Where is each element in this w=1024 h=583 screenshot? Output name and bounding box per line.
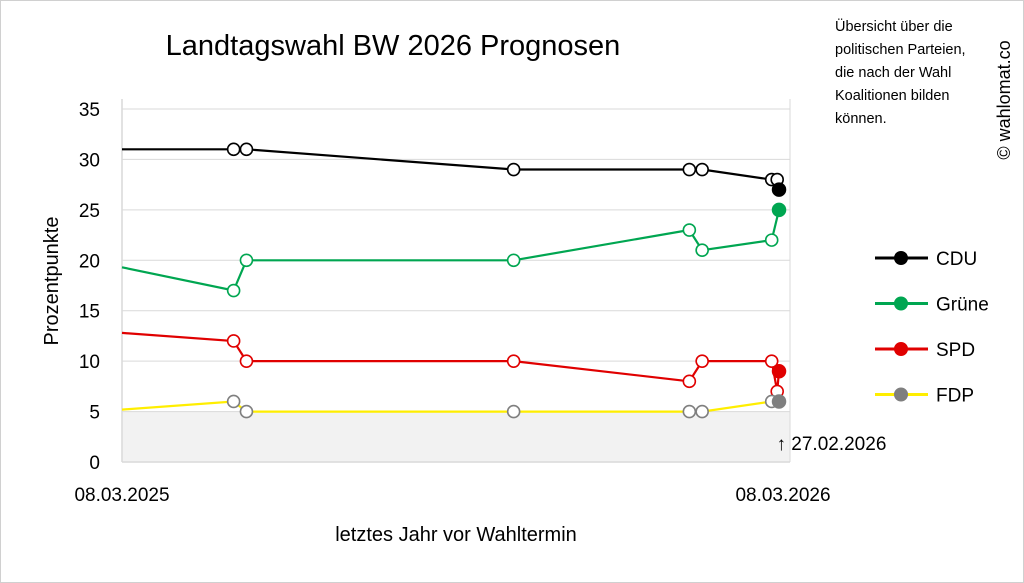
series-line-fdp bbox=[121, 400, 779, 413]
data-point bbox=[695, 243, 709, 257]
data-point bbox=[506, 162, 521, 177]
data-point bbox=[239, 354, 254, 368]
y-tick-label: 35 bbox=[79, 100, 100, 121]
legend-marker bbox=[894, 342, 908, 356]
y-axis-label: Prozentpunkte bbox=[41, 217, 63, 346]
legend-label: Grüne bbox=[936, 295, 989, 316]
data-point bbox=[764, 233, 779, 247]
data-point bbox=[682, 404, 697, 419]
data-point bbox=[695, 404, 709, 419]
info-text: Übersicht über die politischen Parteien,… bbox=[835, 17, 966, 127]
data-point bbox=[226, 394, 241, 409]
info-text-line: Koalitionen bilden bbox=[835, 88, 949, 104]
series-line-spd bbox=[121, 331, 781, 392]
y-tick-label: 5 bbox=[89, 403, 100, 424]
legend-marker bbox=[894, 387, 908, 402]
data-point bbox=[239, 253, 254, 268]
x-tick-label: 08.03.2026 bbox=[735, 485, 830, 506]
info-text-line: politischen Parteien, bbox=[835, 42, 966, 58]
data-point-current bbox=[771, 363, 787, 379]
legend-label: FDP bbox=[936, 386, 974, 407]
legend-label: SPD bbox=[936, 340, 975, 361]
data-point bbox=[682, 223, 697, 237]
y-tick-label: 25 bbox=[79, 201, 100, 222]
info-text-line: können. bbox=[835, 111, 887, 127]
chart-title: Landtagswahl BW 2026 Prognosen bbox=[166, 30, 621, 62]
y-tick-label: 15 bbox=[79, 302, 100, 323]
data-point-current bbox=[771, 394, 787, 409]
data-point bbox=[506, 253, 521, 268]
data-point bbox=[239, 404, 254, 419]
y-tick-label: 0 bbox=[89, 453, 100, 474]
info-text-line: die nach der Wahl bbox=[835, 65, 951, 81]
watermark: © wahlomat.co bbox=[994, 40, 1014, 159]
data-point bbox=[506, 404, 521, 419]
data-point bbox=[682, 374, 697, 389]
legend-marker bbox=[894, 296, 908, 311]
series-line-cdu bbox=[122, 148, 781, 190]
data-point-current bbox=[771, 202, 787, 218]
data-point bbox=[226, 142, 241, 157]
info-text-line: Übersicht über die bbox=[835, 17, 953, 35]
data-point bbox=[682, 162, 697, 177]
y-tick-label: 30 bbox=[79, 150, 100, 171]
data-point bbox=[695, 354, 709, 368]
x-tick-label: 08.03.2025 bbox=[74, 485, 169, 506]
y-tick-label: 20 bbox=[79, 251, 100, 272]
data-point bbox=[764, 354, 779, 368]
legend-marker bbox=[894, 251, 908, 265]
data-point bbox=[695, 162, 709, 177]
x-axis-label: letztes Jahr vor Wahltermin bbox=[335, 524, 577, 546]
legend-label: CDU bbox=[936, 249, 977, 270]
data-point bbox=[239, 142, 254, 157]
annotation: ↑ 27.02.2026 bbox=[777, 434, 887, 455]
threshold-band bbox=[122, 411, 790, 462]
data-point bbox=[226, 334, 241, 348]
data-point-current bbox=[771, 182, 787, 197]
data-point bbox=[226, 283, 241, 298]
series-line-grüne bbox=[121, 209, 781, 292]
y-tick-label: 10 bbox=[79, 352, 100, 373]
legend: CDU Grüne SPD FDP bbox=[875, 249, 989, 407]
data-point bbox=[506, 354, 521, 368]
plot-area: 0 5 10 15 20 25 30 35 08.03.2025 08.03.2026 ↑ 27.0… bbox=[74, 99, 886, 506]
